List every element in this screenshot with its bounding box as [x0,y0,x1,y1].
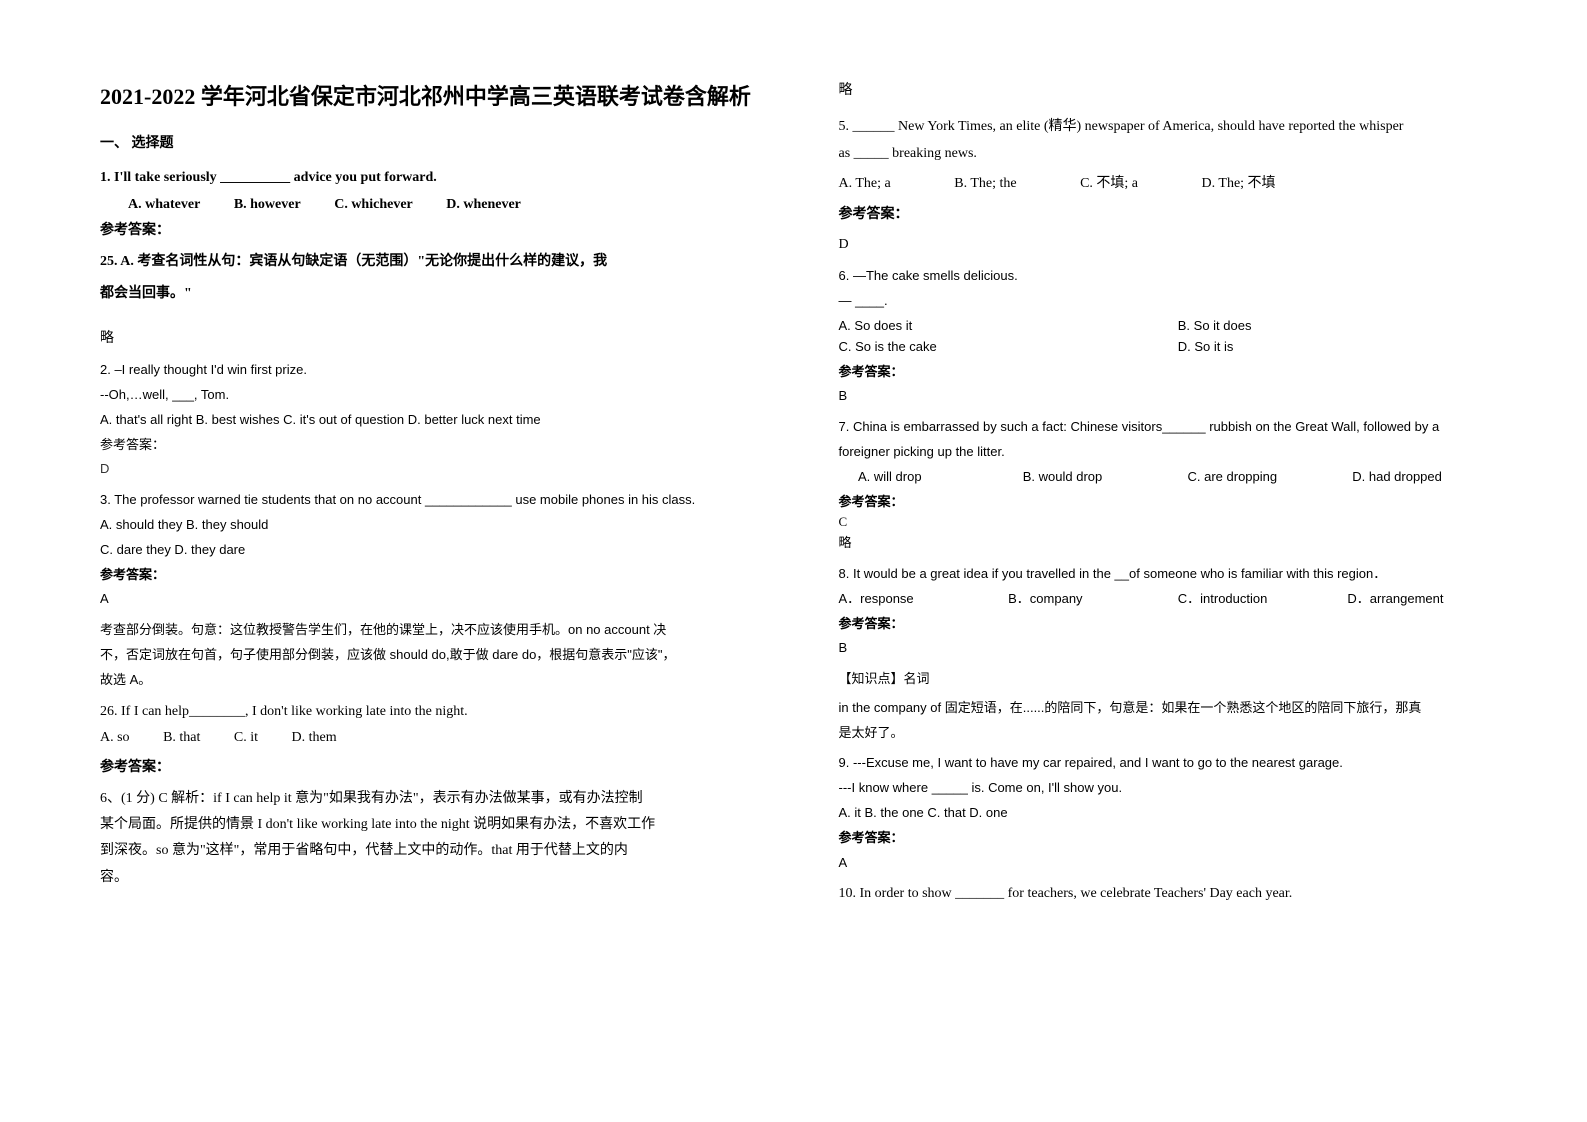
question-2: 2. –I really thought I'd win first prize… [100,360,779,480]
question-10: 10. In order to show _______ for teacher… [839,883,1518,905]
q9-answer: A [839,853,1518,874]
q26-option-a: A. so [100,727,130,749]
q1-explain-1: 25. A. 考查名词性从句：宾语从句缺定语（无范围）"无论你提出什么样的建议，… [100,249,779,276]
q9-line2: ---I know where _____ is. Come on, I'll … [839,778,1518,799]
q8-option-b: B．company [1008,589,1178,610]
q7-option-b: B. would drop [1023,467,1188,488]
q3-options-2: C. dare they D. they dare [100,540,779,561]
q6-line2: — ____. [839,291,1518,312]
q2-line1: 2. –I really thought I'd win first prize… [100,360,779,381]
q8-answer-label: 参考答案： [839,614,1518,635]
q3-answer-label: 参考答案： [100,565,779,586]
q10-text: 10. In order to show _______ for teacher… [839,883,1518,905]
q7-option-a: A. will drop [858,467,1023,488]
q9-line1: 9. ---Excuse me, I want to have my car r… [839,753,1518,774]
q8-explain-1: in the company of 固定短语，在......的陪同下，句意是：如… [839,698,1518,719]
q3-text: 3. The professor warned tie students tha… [100,490,779,511]
right-skip: 略 [839,80,1518,102]
q6-answer-label: 参考答案： [839,362,1518,383]
page-container: 2021-2022 学年河北省保定市河北祁州中学高三英语联考试卷含解析 一、 选… [100,80,1517,916]
q8-options: A．response B．company C．introduction D．ar… [839,589,1518,610]
q6-options-row1: A. So does it B. So it does [839,316,1518,337]
q8-knowledge-point: 【知识点】名词 [839,669,1518,690]
question-1: 1. I'll take seriously __________ advice… [100,167,779,350]
q5-options: A. The; a B. The; the C. 不填; a D. The; 不… [839,173,1518,195]
q6-option-a: A. So does it [839,316,1178,337]
q5-line2: as _____ breaking news. [839,143,1518,165]
q9-options: A. it B. the one C. that D. one [839,803,1518,824]
q6-option-c: C. So is the cake [839,337,1178,358]
q6-line1: 6. —The cake smells delicious. [839,266,1518,287]
question-6: 6. —The cake smells delicious. — ____. A… [839,266,1518,407]
question-3: 3. The professor warned tie students tha… [100,490,779,690]
question-8: 8. It would be a great idea if you trave… [839,564,1518,744]
q3-options-1: A. should they B. they should [100,515,779,536]
question-5: 5. ______ New York Times, an elite (精华) … [839,116,1518,256]
q26-option-d: D. them [292,727,337,749]
q26-option-c: C. it [234,727,258,749]
q26-explain-3: 到深夜。so 意为"这样"，常用于省略句中，代替上文中的动作。that 用于代替… [100,840,779,862]
q8-option-c: C．introduction [1178,589,1348,610]
q5-line1: 5. ______ New York Times, an elite (精华) … [839,116,1518,138]
q26-explain-4: 容。 [100,867,779,889]
q5-answer-label: 参考答案： [839,204,1518,226]
q5-option-b: B. The; the [954,173,1016,195]
q1-answer-label: 参考答案： [100,220,779,242]
left-column: 2021-2022 学年河北省保定市河北祁州中学高三英语联考试卷含解析 一、 选… [100,80,779,916]
q2-answer: D [100,459,779,480]
q6-option-d: D. So it is [1178,337,1517,358]
q26-answer-label: 参考答案： [100,757,779,779]
q7-option-c: C. are dropping [1188,467,1353,488]
q1-text: 1. I'll take seriously __________ advice… [100,167,779,189]
q7-options: A. will drop B. would drop C. are droppi… [839,467,1518,488]
q7-skip: 略 [839,533,1518,554]
question-7: 7. China is embarrassed by such a fact: … [839,417,1518,554]
section-header-1: 一、 选择题 [100,133,779,155]
q1-option-c: C. whichever [334,194,413,216]
q5-option-d: D. The; 不填 [1202,173,1276,195]
right-column: 略 5. ______ New York Times, an elite (精华… [839,80,1518,916]
exam-title: 2021-2022 学年河北省保定市河北祁州中学高三英语联考试卷含解析 [100,80,779,113]
q8-text: 8. It would be a great idea if you trave… [839,564,1518,585]
q7-answer: C [839,512,1518,533]
q2-answer-label: 参考答案： [100,435,779,456]
q26-text: 26. If I can help________, I don't like … [100,701,779,723]
q6-options-row2: C. So is the cake D. So it is [839,337,1518,358]
q7-line2: foreigner picking up the litter. [839,442,1518,463]
q26-explain-2: 某个局面。所提供的情景 I don't like working late in… [100,814,779,836]
q1-option-a: A. whatever [128,194,200,216]
q6-answer: B [839,386,1518,407]
q8-answer: B [839,638,1518,659]
q1-skip: 略 [100,328,779,350]
q8-explain-2: 是太好了。 [839,723,1518,744]
q3-explain-1: 考查部分倒装。句意：这位教授警告学生们，在他的课堂上，决不应该使用手机。on n… [100,620,779,641]
q6-option-b: B. So it does [1178,316,1517,337]
q5-option-a: A. The; a [839,173,891,195]
q8-option-d: D．arrangement [1347,589,1517,610]
q26-explain-1: 6、(1 分) C 解析：if I can help it 意为"如果我有办法"… [100,788,779,810]
question-26: 26. If I can help________, I don't like … [100,701,779,890]
question-9: 9. ---Excuse me, I want to have my car r… [839,753,1518,873]
q5-answer: D [839,234,1518,256]
q3-explain-2: 不，否定词放在句首，句子使用部分倒装，应该做 should do,敢于做 dar… [100,645,779,666]
q1-option-d: D. whenever [446,194,521,216]
q26-options: A. so B. that C. it D. them [100,727,779,749]
q2-line2: --Oh,…well, ___, Tom. [100,385,779,406]
q7-answer-label: 参考答案： [839,492,1518,513]
q26-option-b: B. that [163,727,200,749]
q5-option-c: C. 不填; a [1080,173,1138,195]
q7-line1: 7. China is embarrassed by such a fact: … [839,417,1518,438]
q8-option-a: A．response [839,589,1009,610]
q7-option-d: D. had dropped [1352,467,1517,488]
q9-answer-label: 参考答案： [839,828,1518,849]
q3-answer: A [100,589,779,610]
q3-explain-3: 故选 A。 [100,670,779,691]
q1-explain-2: 都会当回事。" [100,281,779,308]
q2-options: A. that's all right B. best wishes C. it… [100,410,779,431]
q1-options: A. whatever B. however C. whichever D. w… [100,194,779,216]
q1-option-b: B. however [234,194,301,216]
